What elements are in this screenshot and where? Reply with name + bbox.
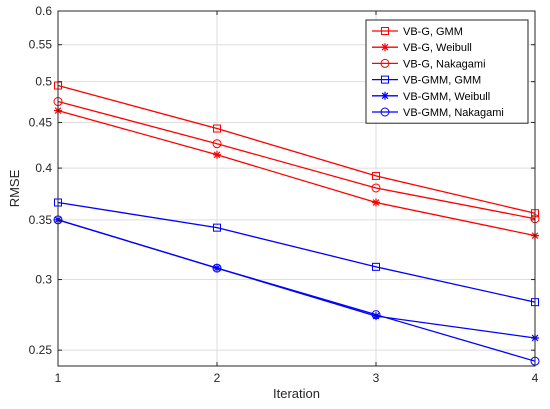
legend-marker [381,91,389,100]
legend: VB-G, GMM VB-G, Weibull VB-G, Nakagami VB-G… [365,19,529,124]
series-line [57,100,536,220]
legend-label: VB-GMM, Weibull [403,91,490,103]
legend-label: VB-G, Weibull [403,42,472,54]
series-line [57,219,536,362]
data-point [372,312,380,321]
series-line [57,109,536,237]
legend-item: VB-GMM, Nakagami [372,107,504,119]
legend-marker [380,107,390,117]
y-tick-label: 0.55 [29,38,53,52]
data-point [371,183,381,193]
y-tick-label: 0.6 [35,4,52,18]
x-tick-label: 4 [532,371,539,385]
legend-marker [381,43,389,52]
data-point [213,124,221,133]
legend-marker [381,75,389,84]
legend-item: VB-G, Nakagami [372,58,486,70]
data-point [213,223,221,232]
data-point [372,171,380,180]
legend-label: VB-GMM, GMM [403,75,481,87]
y-axis-ticks: 0.25 0.3 0.35 0.4 0.45 0.5 0.55 0.6 [29,4,535,357]
series-line [57,84,536,214]
y-tick-label: 0.4 [35,161,52,175]
legend-item: VB-GMM, GMM [372,75,481,87]
x-tick-label: 1 [55,371,62,385]
data-point [372,262,380,271]
y-tick-label: 0.25 [29,343,53,357]
legend-marker [381,27,389,35]
data-point [212,263,222,273]
data-point [213,150,221,159]
data-point [372,198,380,207]
legend-item: VB-G, GMM [372,26,463,38]
y-tick-label: 0.45 [29,115,53,129]
y-tick-label: 0.3 [35,273,52,287]
x-axis-label: Iteration [273,386,320,401]
legend-label: VB-G, GMM [403,26,463,38]
legend-box [365,19,529,124]
y-tick-label: 0.5 [35,75,52,89]
legend-item: VB-GMM, Weibull [372,91,490,103]
series-4 [54,198,539,307]
x-tick-label: 2 [214,371,221,385]
plot-frame [57,10,536,367]
legend-label: VB-GMM, Nakagami [403,107,504,119]
data-point [371,310,381,320]
x-tick-label: 3 [373,371,380,385]
y-tick-label: 0.35 [29,213,53,227]
series-line [57,201,536,303]
legend-item: VB-G, Weibull [372,42,472,54]
legend-label: VB-G, Nakagami [403,58,486,70]
data-point [212,139,222,149]
y-axis-label: RMSE [7,169,22,207]
legend-marker [380,58,390,68]
x-axis-ticks: 1 2 3 4 [55,11,539,385]
